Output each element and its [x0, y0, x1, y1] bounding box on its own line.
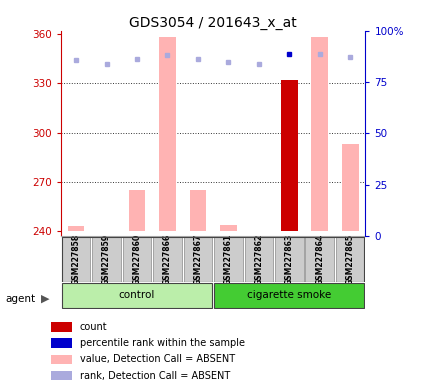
Text: GSM227859: GSM227859: [102, 234, 111, 285]
Text: count: count: [80, 322, 107, 332]
Bar: [122, 237, 151, 282]
Bar: [92, 237, 121, 282]
Bar: [51, 322, 72, 332]
Bar: [213, 283, 364, 308]
Bar: [159, 37, 175, 231]
Text: GSM227867: GSM227867: [193, 233, 202, 285]
Bar: [335, 237, 364, 282]
Bar: [189, 190, 206, 231]
Text: ▶: ▶: [41, 294, 50, 304]
Bar: [311, 37, 327, 231]
Text: percentile rank within the sample: percentile rank within the sample: [80, 338, 244, 348]
Bar: [341, 144, 358, 231]
Text: GSM227864: GSM227864: [315, 233, 323, 285]
Text: GSM227858: GSM227858: [72, 233, 80, 285]
Text: GSM227863: GSM227863: [284, 233, 293, 285]
Text: value, Detection Call = ABSENT: value, Detection Call = ABSENT: [80, 354, 234, 364]
Text: GSM227860: GSM227860: [132, 233, 141, 285]
Text: cigarette smoke: cigarette smoke: [247, 290, 331, 300]
Text: control: control: [118, 290, 155, 300]
Text: GSM227866: GSM227866: [163, 233, 171, 285]
Bar: [51, 354, 72, 364]
Text: GSM227862: GSM227862: [254, 233, 263, 285]
Bar: [220, 225, 236, 231]
Bar: [274, 237, 303, 282]
Bar: [305, 237, 333, 282]
Text: agent: agent: [5, 294, 35, 304]
Bar: [62, 283, 212, 308]
Text: rank, Detection Call = ABSENT: rank, Detection Call = ABSENT: [80, 371, 230, 381]
Bar: [51, 338, 72, 348]
Bar: [153, 237, 181, 282]
Bar: [280, 80, 297, 231]
Bar: [68, 226, 84, 231]
Bar: [128, 190, 145, 231]
Bar: [183, 237, 212, 282]
Bar: [214, 237, 242, 282]
Text: GSM227861: GSM227861: [224, 233, 232, 285]
Bar: [62, 237, 90, 282]
Text: GSM227865: GSM227865: [345, 234, 354, 285]
Bar: [51, 371, 72, 380]
Title: GDS3054 / 201643_x_at: GDS3054 / 201643_x_at: [129, 16, 296, 30]
Bar: [244, 237, 273, 282]
